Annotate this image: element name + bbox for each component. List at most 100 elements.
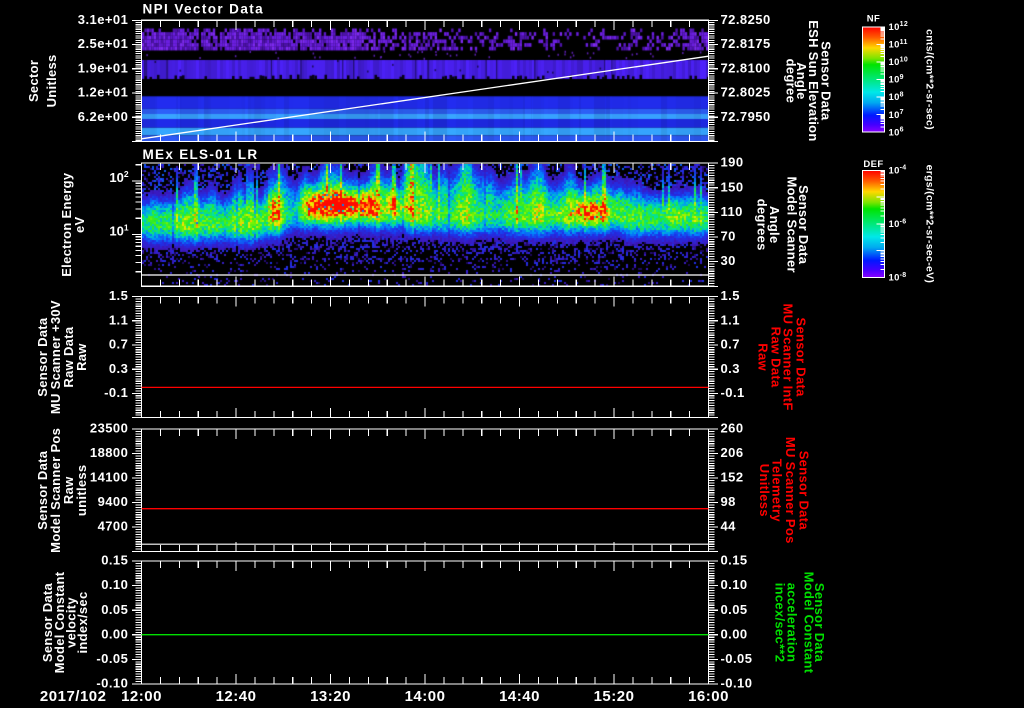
- svg-text:cnts/(cm**2-sr-sec): cnts/(cm**2-sr-sec): [924, 29, 936, 130]
- svg-text:1.5: 1.5: [721, 288, 740, 303]
- svg-text:Unitless: Unitless: [44, 54, 59, 107]
- svg-text:101: 101: [109, 223, 128, 239]
- svg-text:incex/sec**2: incex/sec**2: [773, 583, 788, 663]
- svg-text:72.7950: 72.7950: [721, 109, 771, 124]
- svg-text:Model Constant: Model Constant: [52, 571, 67, 673]
- svg-text:MU Scanner IntF: MU Scanner IntF: [781, 304, 796, 411]
- svg-text:MU Scanner Pos: MU Scanner Pos: [783, 437, 798, 544]
- svg-text:velocity: velocity: [64, 597, 79, 648]
- svg-text:1010: 1010: [889, 56, 909, 68]
- svg-text:10-4: 10-4: [889, 165, 907, 177]
- svg-text:0.00: 0.00: [721, 626, 748, 641]
- svg-text:0.15: 0.15: [721, 553, 748, 568]
- svg-text:degree: degree: [784, 59, 799, 103]
- svg-text:23500: 23500: [90, 421, 128, 436]
- svg-text:98: 98: [721, 494, 736, 509]
- svg-text:DEF: DEF: [863, 159, 883, 170]
- svg-text:eV: eV: [72, 216, 87, 233]
- svg-text:0.7: 0.7: [721, 337, 740, 352]
- svg-text:Sensor Data: Sensor Data: [35, 450, 50, 530]
- svg-text:Sensor Data: Sensor Data: [40, 582, 55, 662]
- svg-text:Raw: Raw: [74, 343, 89, 371]
- svg-text:15:20: 15:20: [594, 688, 635, 705]
- svg-text:44: 44: [721, 519, 737, 534]
- svg-text:16:00: 16:00: [688, 688, 729, 705]
- svg-text:0.3: 0.3: [721, 361, 740, 376]
- svg-text:Sensor Data: Sensor Data: [819, 41, 834, 121]
- svg-text:70: 70: [721, 229, 736, 244]
- svg-text:2017/102: 2017/102: [40, 688, 107, 705]
- svg-text:107: 107: [889, 109, 904, 121]
- svg-text:152: 152: [721, 470, 744, 485]
- svg-text:NPI Vector Data: NPI Vector Data: [143, 2, 265, 17]
- svg-text:Sector: Sector: [26, 60, 41, 102]
- svg-text:13:20: 13:20: [310, 688, 351, 705]
- svg-text:1.2e+01: 1.2e+01: [78, 85, 129, 100]
- svg-text:106: 106: [889, 127, 904, 139]
- svg-text:Sensor Data: Sensor Data: [35, 317, 50, 397]
- svg-text:110: 110: [721, 204, 743, 219]
- svg-text:acceleration: acceleration: [785, 583, 800, 662]
- svg-text:1011: 1011: [889, 39, 908, 51]
- svg-text:Electron Energy: Electron Energy: [59, 172, 74, 277]
- svg-text:3.1e+01: 3.1e+01: [78, 12, 129, 27]
- svg-text:72.8100: 72.8100: [721, 60, 771, 75]
- svg-text:Unitless: Unitless: [757, 464, 772, 517]
- svg-text:10-6: 10-6: [889, 218, 907, 230]
- svg-text:Model Scanner Pos: Model Scanner Pos: [48, 428, 63, 553]
- svg-text:1.1: 1.1: [721, 312, 740, 327]
- svg-text:0.3: 0.3: [109, 361, 128, 376]
- svg-text:-0.05: -0.05: [721, 651, 753, 666]
- svg-text:10-8: 10-8: [889, 272, 907, 284]
- svg-text:Sensor Data: Sensor Data: [812, 583, 827, 663]
- svg-text:18800: 18800: [90, 445, 128, 460]
- svg-text:72.8175: 72.8175: [721, 36, 771, 51]
- svg-text:Telemetry: Telemetry: [769, 459, 784, 523]
- svg-text:260: 260: [721, 421, 744, 436]
- svg-text:Sensor Data: Sensor Data: [797, 451, 812, 531]
- svg-text:6.2e+00: 6.2e+00: [78, 109, 129, 124]
- svg-text:NF: NF: [867, 14, 880, 25]
- svg-text:Sensor Data: Sensor Data: [796, 185, 811, 265]
- svg-text:-0.10: -0.10: [96, 676, 128, 691]
- svg-text:1.1: 1.1: [109, 312, 128, 327]
- svg-text:0.7: 0.7: [109, 337, 128, 352]
- svg-text:ESH Sun Elevation: ESH Sun Elevation: [806, 20, 821, 141]
- svg-text:0.05: 0.05: [101, 602, 128, 617]
- svg-text:Model Constant: Model Constant: [802, 572, 817, 674]
- svg-text:0.10: 0.10: [721, 577, 748, 592]
- svg-text:Sensor Data: Sensor Data: [793, 318, 808, 398]
- svg-text:Angle: Angle: [794, 62, 809, 100]
- svg-text:Model Scanner: Model Scanner: [784, 177, 799, 273]
- svg-text:12:00: 12:00: [121, 688, 162, 705]
- svg-text:108: 108: [889, 91, 904, 103]
- svg-text:4700: 4700: [98, 519, 129, 534]
- svg-text:ergs/(cm**2-sr-sec-eV): ergs/(cm**2-sr-sec-eV): [924, 165, 936, 284]
- svg-text:72.8025: 72.8025: [721, 85, 771, 100]
- svg-text:102: 102: [109, 169, 128, 185]
- svg-text:72.8250: 72.8250: [721, 12, 771, 27]
- svg-text:Raw Data: Raw Data: [768, 327, 783, 388]
- svg-text:14100: 14100: [90, 470, 128, 485]
- svg-text:9400: 9400: [98, 494, 129, 509]
- svg-text:Angle: Angle: [767, 206, 782, 244]
- svg-text:14:40: 14:40: [499, 688, 540, 705]
- svg-text:MU Scanner +30V: MU Scanner +30V: [48, 300, 63, 414]
- svg-text:index/sec: index/sec: [75, 592, 90, 654]
- svg-text:190: 190: [721, 155, 744, 170]
- svg-text:0.10: 0.10: [101, 577, 128, 592]
- svg-text:1.9e+01: 1.9e+01: [78, 60, 129, 75]
- svg-text:1.5: 1.5: [109, 288, 128, 303]
- svg-text:109: 109: [889, 74, 904, 86]
- svg-text:-0.1: -0.1: [104, 385, 128, 400]
- svg-text:2.5e+01: 2.5e+01: [78, 36, 129, 51]
- svg-text:-0.05: -0.05: [96, 651, 128, 666]
- svg-text:150: 150: [721, 179, 744, 194]
- svg-text:Raw: Raw: [61, 476, 76, 504]
- svg-text:12:40: 12:40: [216, 688, 257, 705]
- svg-text:-0.10: -0.10: [721, 676, 753, 691]
- svg-text:0.15: 0.15: [101, 553, 128, 568]
- svg-text:0.05: 0.05: [721, 602, 748, 617]
- svg-text:-0.1: -0.1: [721, 385, 745, 400]
- svg-text:14:00: 14:00: [405, 688, 446, 705]
